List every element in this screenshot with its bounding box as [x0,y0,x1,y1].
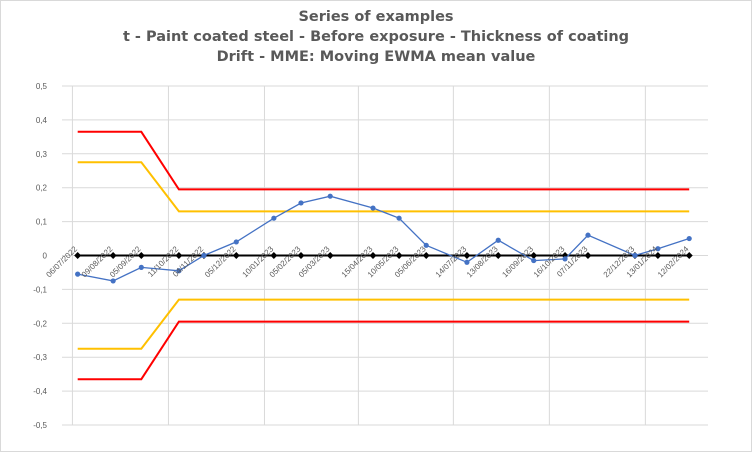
zero-point-marker [395,252,403,259]
mme-point [370,205,376,211]
limit-line [77,298,690,350]
mme-line [77,195,690,282]
zero-point-marker [297,252,305,259]
x-tick-label: 05/09/2022 [108,244,143,279]
x-tick-label: 14/07/2023 [434,244,469,279]
y-tick-label: -0,1 [33,285,47,294]
y-axis-ticks: 0,5 0,4 0,3 0,2 0,1 0 -0,1 -0,2 -0,3 -0,4 -0,5 [33,82,47,430]
mme-point [632,252,638,259]
mme-point [531,257,537,264]
mme-series [75,193,692,284]
x-tick-label: 05/12/2022 [203,244,238,279]
x-tick-label: 13/08/2023 [465,244,500,279]
x-tick-label: 06/07/2022 [44,244,79,279]
zero-point-marker [654,252,662,259]
zero-point-marker [232,252,240,259]
mme-point [233,239,239,245]
mme-point [75,271,81,277]
x-tick-label: 05/03/2023 [297,244,332,279]
mme-point [138,264,144,270]
mme-point [176,268,182,274]
zero-point-marker [109,252,117,259]
zero-point-marker [270,252,278,259]
y-tick-label: 0,4 [36,116,48,125]
mme-point [110,278,116,284]
y-tick-label: -0,3 [33,353,47,362]
y-tick-label: 0,1 [36,218,48,227]
zero-point-marker [175,252,183,259]
chart-title-line-3: Drift - MME: Moving EWMA mean value [216,49,536,65]
zero-point-marker [530,252,538,259]
mme-point [396,215,402,221]
mme-point [655,246,661,252]
mme-point [585,232,591,238]
y-tick-label: 0,2 [36,184,48,193]
y-tick-label: -0,2 [33,319,47,328]
mme-point [327,193,333,199]
zero-point-marker [74,252,82,259]
mme-point [271,215,277,221]
limit-line [77,320,690,381]
zero-point-marker [137,252,145,259]
y-tick-label: 0,5 [36,82,48,91]
chart-title-line-2: t - Paint coated steel - Before exposure… [122,29,630,45]
zero-point-marker [494,252,502,259]
limit-lines [77,130,690,381]
y-tick-label: -0,5 [33,421,47,430]
y-tick-label: 0 [43,252,48,261]
zero-point-marker [326,252,334,259]
zero-point-marker [369,252,377,259]
chart-title-line-1: Series of examples [298,9,454,25]
mme-point [686,235,692,242]
x-tick-label: 16/09/2023 [500,244,535,279]
zero-point-marker [422,252,430,259]
mme-point [562,256,568,262]
y-tick-label: 0,3 [36,150,48,159]
zero-point-marker [685,252,693,259]
zero-series [74,252,693,259]
mme-point [464,259,470,265]
mme-point [495,237,501,243]
limit-line [77,161,690,213]
mme-point [201,252,207,259]
zero-point-marker [463,252,471,259]
zero-point-marker [584,252,592,259]
limit-line [77,130,690,191]
mme-point [423,242,429,248]
y-tick-label: -0,4 [33,387,47,396]
x-tick-label: 12/02/2024 [656,244,691,279]
mme-point [298,200,304,206]
